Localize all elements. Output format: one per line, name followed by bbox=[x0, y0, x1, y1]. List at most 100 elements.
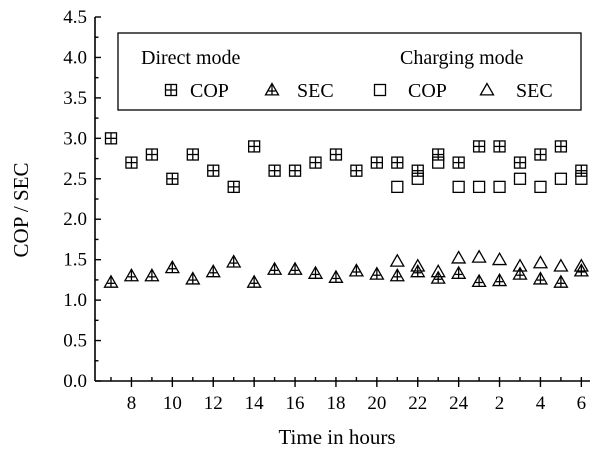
marker-square bbox=[391, 180, 404, 194]
point-direct-cop bbox=[350, 164, 363, 177]
y-tick-label: 0.5 bbox=[63, 331, 87, 352]
marker-triangle bbox=[512, 258, 528, 272]
point-charging-cop bbox=[493, 180, 506, 194]
point-direct-cop bbox=[391, 156, 404, 169]
point-direct-cop bbox=[309, 156, 322, 169]
point-direct-cop bbox=[513, 156, 527, 169]
point-direct-cop bbox=[432, 148, 445, 161]
point-direct-cop bbox=[247, 140, 261, 153]
point-direct-cop bbox=[554, 140, 568, 153]
series-direct-sec bbox=[103, 254, 589, 288]
point-direct-sec bbox=[144, 268, 160, 282]
y-tick-label: 4.0 bbox=[63, 47, 87, 68]
point-direct-cop bbox=[329, 148, 343, 161]
point-direct-sec bbox=[532, 271, 549, 285]
x-tick-label: 20 bbox=[367, 393, 386, 414]
point-charging-sec bbox=[532, 255, 549, 269]
point-direct-sec bbox=[369, 266, 385, 280]
point-direct-cop bbox=[186, 148, 199, 161]
y-tick-label: 4.5 bbox=[63, 7, 87, 28]
x-tick-label: 6 bbox=[577, 393, 587, 414]
point-direct-cop bbox=[268, 164, 281, 177]
point-direct-sec bbox=[123, 268, 140, 282]
x-axis-ticks: 8 10 12 14 16 18 20 22 24 2 4 6 bbox=[110, 377, 587, 414]
legend-label-direct-sec: SEC bbox=[297, 80, 334, 102]
x-tick-label: 2 bbox=[495, 393, 505, 414]
point-charging-sec bbox=[553, 258, 569, 272]
point-charging-cop bbox=[534, 180, 547, 194]
point-charging-sec bbox=[491, 251, 508, 266]
y-tick-label: 0.0 bbox=[63, 371, 87, 392]
marker-square bbox=[452, 180, 465, 194]
point-charging-cop bbox=[472, 180, 486, 194]
legend-box bbox=[117, 32, 582, 111]
point-charging-sec bbox=[512, 258, 528, 272]
y-axis-ticks: 0.0 0.5 1.0 1.5 2.0 2.5 3.0 3.5 4.0 4.5 bbox=[63, 7, 101, 392]
y-tick-label: 3.0 bbox=[63, 128, 87, 149]
legend-marker-direct-cop bbox=[164, 83, 178, 97]
x-tick-label: 16 bbox=[286, 393, 305, 414]
point-direct-cop bbox=[227, 180, 240, 194]
marker-square bbox=[554, 172, 568, 185]
point-direct-cop bbox=[534, 148, 547, 161]
point-charging-sec bbox=[573, 258, 589, 272]
point-direct-cop bbox=[125, 156, 138, 169]
x-tick-label: 10 bbox=[163, 393, 182, 414]
y-tick-label: 1.0 bbox=[63, 290, 87, 311]
point-charging-cop bbox=[452, 180, 465, 194]
point-charging-cop bbox=[391, 180, 404, 194]
marker-triangle bbox=[479, 82, 495, 96]
marker-triangle bbox=[553, 258, 569, 272]
legend-icon-direct-cop bbox=[164, 83, 178, 97]
x-tick-label: 14 bbox=[245, 393, 265, 414]
point-direct-cop bbox=[145, 148, 159, 161]
x-tick-label: 22 bbox=[408, 393, 427, 414]
point-direct-sec bbox=[491, 272, 508, 287]
point-direct-sec bbox=[246, 274, 262, 288]
point-direct-sec bbox=[307, 265, 324, 279]
legend-group-charging: Charging mode bbox=[400, 47, 524, 69]
data-points bbox=[103, 132, 589, 288]
y-tick-label: 3.5 bbox=[63, 88, 87, 109]
series-charging-sec bbox=[389, 249, 589, 278]
legend-label-charging-cop: COP bbox=[408, 80, 447, 102]
point-direct-sec bbox=[451, 265, 467, 279]
point-direct-sec bbox=[103, 274, 119, 288]
marker-square bbox=[373, 83, 387, 97]
marker-triangle bbox=[451, 250, 467, 264]
point-charging-sec bbox=[430, 263, 446, 278]
marker-square bbox=[493, 180, 506, 194]
point-charging-sec bbox=[389, 253, 405, 267]
point-direct-cop bbox=[411, 164, 424, 177]
point-direct-cop bbox=[575, 164, 588, 177]
legend-group-direct: Direct mode bbox=[141, 47, 241, 69]
legend-label-direct-cop: COP bbox=[190, 80, 229, 102]
point-charging-cop bbox=[411, 172, 424, 185]
series-charging-cop bbox=[391, 156, 588, 194]
point-direct-sec bbox=[573, 263, 589, 277]
point-direct-sec bbox=[348, 263, 365, 277]
marker-square bbox=[411, 172, 424, 185]
point-direct-sec bbox=[266, 261, 283, 275]
point-charging-sec bbox=[410, 258, 426, 272]
point-direct-cop bbox=[288, 164, 302, 177]
legend: Direct mode Charging mode COP SEC COP SE… bbox=[117, 32, 582, 111]
point-direct-cop bbox=[104, 132, 118, 145]
legend-marker-direct-sec bbox=[264, 82, 280, 96]
marker-square bbox=[575, 172, 588, 185]
point-direct-sec bbox=[553, 274, 569, 288]
point-charging-sec bbox=[451, 250, 467, 264]
point-charging-cop bbox=[513, 172, 527, 185]
point-charging-sec bbox=[471, 249, 487, 263]
point-direct-sec bbox=[430, 270, 446, 284]
x-tick-label: 4 bbox=[536, 393, 546, 414]
marker-square bbox=[472, 180, 486, 194]
point-direct-cop bbox=[207, 164, 220, 177]
point-direct-cop bbox=[493, 140, 506, 153]
point-direct-sec bbox=[471, 273, 487, 288]
point-direct-sec bbox=[389, 268, 405, 282]
y-axis-title: COP / SEC bbox=[9, 163, 33, 258]
point-charging-cop bbox=[432, 156, 445, 169]
point-charging-cop bbox=[554, 172, 568, 185]
